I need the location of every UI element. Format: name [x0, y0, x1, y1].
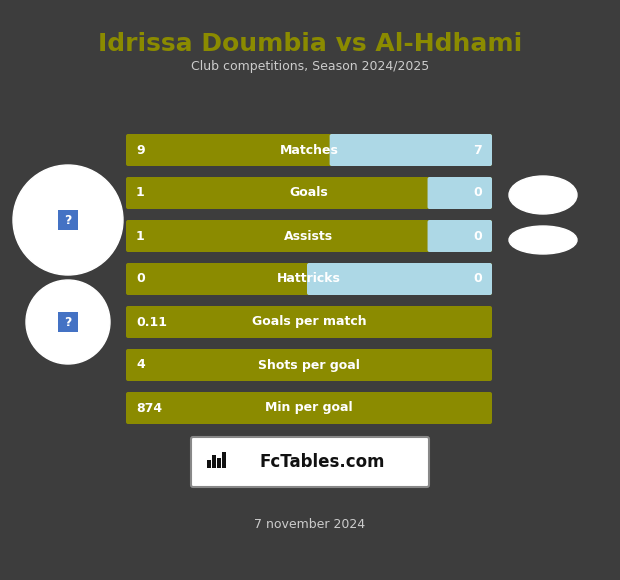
- FancyBboxPatch shape: [126, 263, 492, 295]
- Text: 874: 874: [136, 401, 162, 415]
- Text: 1: 1: [136, 187, 144, 200]
- Text: Club competitions, Season 2024/2025: Club competitions, Season 2024/2025: [191, 60, 429, 73]
- FancyBboxPatch shape: [126, 220, 492, 252]
- FancyBboxPatch shape: [126, 134, 492, 166]
- FancyBboxPatch shape: [217, 458, 221, 468]
- Text: Idrissa Doumbia vs Al-Hdhami: Idrissa Doumbia vs Al-Hdhami: [98, 32, 522, 56]
- Text: 0: 0: [473, 273, 482, 285]
- FancyBboxPatch shape: [207, 460, 211, 468]
- Text: ?: ?: [64, 213, 72, 227]
- Text: Hattricks: Hattricks: [277, 273, 341, 285]
- Text: 1: 1: [136, 230, 144, 242]
- Text: 9: 9: [136, 143, 144, 157]
- FancyBboxPatch shape: [330, 134, 492, 166]
- FancyBboxPatch shape: [126, 177, 492, 209]
- FancyBboxPatch shape: [58, 210, 78, 230]
- FancyBboxPatch shape: [126, 306, 492, 338]
- FancyBboxPatch shape: [428, 177, 492, 209]
- Text: FcTables.com: FcTables.com: [259, 453, 385, 471]
- Text: 0.11: 0.11: [136, 316, 167, 328]
- Text: 0: 0: [136, 273, 144, 285]
- Ellipse shape: [509, 176, 577, 214]
- FancyBboxPatch shape: [307, 263, 492, 295]
- Text: Shots per goal: Shots per goal: [258, 358, 360, 372]
- Text: 7: 7: [473, 143, 482, 157]
- FancyBboxPatch shape: [58, 312, 78, 332]
- Text: ?: ?: [64, 316, 72, 328]
- Text: Assists: Assists: [285, 230, 334, 242]
- FancyBboxPatch shape: [222, 452, 226, 468]
- Text: Matches: Matches: [280, 143, 339, 157]
- Text: 0: 0: [473, 230, 482, 242]
- FancyBboxPatch shape: [126, 392, 492, 424]
- Text: Goals per match: Goals per match: [252, 316, 366, 328]
- FancyBboxPatch shape: [428, 220, 492, 252]
- Text: Min per goal: Min per goal: [265, 401, 353, 415]
- FancyBboxPatch shape: [191, 437, 429, 487]
- Ellipse shape: [509, 226, 577, 254]
- Text: 0: 0: [473, 187, 482, 200]
- Text: Goals: Goals: [290, 187, 329, 200]
- Text: 7 november 2024: 7 november 2024: [254, 519, 366, 531]
- FancyBboxPatch shape: [212, 455, 216, 468]
- Circle shape: [26, 280, 110, 364]
- FancyBboxPatch shape: [126, 349, 492, 381]
- Text: 4: 4: [136, 358, 144, 372]
- Circle shape: [13, 165, 123, 275]
